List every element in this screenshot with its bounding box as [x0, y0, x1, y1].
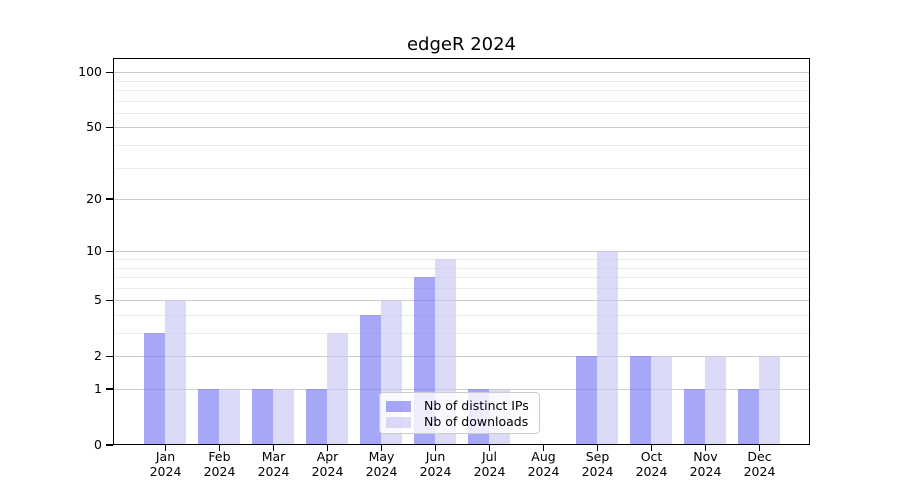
x-tick-label: Apr 2024 [311, 449, 344, 479]
x-tick-label: Dec 2024 [743, 449, 776, 479]
y-tick-mark [106, 299, 113, 301]
x-tick-label: Jun 2024 [419, 449, 452, 479]
x-tick-mark [326, 445, 329, 451]
y-gridline-minor [114, 144, 809, 146]
y-gridline-major [114, 250, 809, 252]
bar-distinct-ips [576, 356, 597, 444]
x-tick-mark [596, 445, 599, 451]
y-gridline-minor [114, 267, 809, 269]
bar-downloads [651, 356, 672, 444]
y-tick-label: 100 [78, 64, 102, 80]
x-tick-label: Mar 2024 [257, 449, 290, 479]
x-tick-label: Nov 2024 [689, 449, 722, 479]
bar-distinct-ips [306, 389, 327, 444]
legend-swatch-distinct-ips [386, 400, 411, 412]
bar-distinct-ips [630, 356, 651, 444]
bar-distinct-ips [144, 333, 165, 444]
bar-downloads [705, 356, 726, 444]
y-tick-label: 20 [86, 191, 102, 207]
y-gridline-minor [114, 167, 809, 169]
x-tick-mark [758, 445, 761, 451]
x-tick-label: Feb 2024 [203, 449, 236, 479]
legend: Nb of distinct IPs Nb of downloads [379, 392, 540, 434]
x-tick-label: Jul 2024 [473, 449, 506, 479]
x-tick-label: May 2024 [365, 449, 398, 479]
bar-distinct-ips [252, 389, 273, 444]
y-gridline-minor [114, 276, 809, 278]
bar-downloads [219, 389, 240, 444]
x-tick-label: Sep 2024 [581, 449, 614, 479]
x-tick-mark [650, 445, 653, 451]
x-tick-mark [380, 445, 383, 451]
y-gridline-major [114, 71, 809, 73]
x-tick-mark [218, 445, 221, 451]
y-gridline-major [114, 355, 809, 357]
legend-label-distinct-ips: Nb of distinct IPs [424, 398, 529, 413]
x-tick-mark [164, 445, 167, 451]
y-tick-label: 10 [86, 243, 102, 259]
legend-swatch-downloads [386, 416, 411, 428]
x-tick-mark [434, 445, 437, 451]
y-gridline-minor [114, 258, 809, 260]
bar-distinct-ips [360, 314, 381, 444]
y-gridline-minor [114, 287, 809, 289]
y-tick-label: 2 [94, 348, 102, 364]
y-gridline-major [114, 388, 809, 390]
y-gridline-minor [114, 100, 809, 102]
y-tick-mark [106, 444, 113, 446]
y-tick-mark [106, 355, 113, 357]
y-gridline-minor [114, 332, 809, 334]
y-tick-mark [106, 388, 113, 390]
y-gridline-minor [114, 314, 809, 316]
x-tick-mark [488, 445, 491, 451]
x-tick-label: Aug 2024 [527, 449, 560, 479]
x-tick-label: Oct 2024 [635, 449, 668, 479]
bar-downloads [759, 356, 780, 444]
bar-downloads [165, 300, 186, 444]
y-tick-label: 0 [94, 437, 102, 452]
y-gridline-major [114, 126, 809, 128]
x-tick-mark [704, 445, 707, 451]
y-tick-mark [106, 250, 113, 252]
legend-label-downloads: Nb of downloads [424, 414, 529, 429]
bar-distinct-ips [198, 389, 219, 444]
bar-distinct-ips [684, 389, 705, 444]
y-tick-label: 1 [94, 381, 102, 396]
bar-downloads [327, 333, 348, 444]
y-tick-mark [106, 198, 113, 200]
y-gridline-minor [114, 112, 809, 114]
y-gridline-major [114, 198, 809, 200]
x-tick-label: Jan 2024 [149, 449, 182, 479]
legend-item-distinct-ips: Nb of distinct IPs [386, 398, 537, 414]
chart-title: edgeR 2024 [406, 34, 517, 55]
y-gridline-major [114, 299, 809, 301]
bar-distinct-ips [738, 389, 759, 444]
y-gridline-minor [114, 89, 809, 91]
x-tick-mark [542, 445, 545, 451]
y-gridline-minor [114, 80, 809, 82]
y-tick-mark [106, 126, 113, 128]
bar-downloads [273, 389, 294, 444]
legend-item-downloads: Nb of downloads [386, 414, 537, 430]
y-tick-mark [106, 71, 113, 73]
x-tick-mark [272, 445, 275, 451]
y-tick-label: 50 [86, 119, 102, 135]
bar-downloads [597, 251, 618, 444]
y-tick-label: 5 [94, 292, 102, 308]
